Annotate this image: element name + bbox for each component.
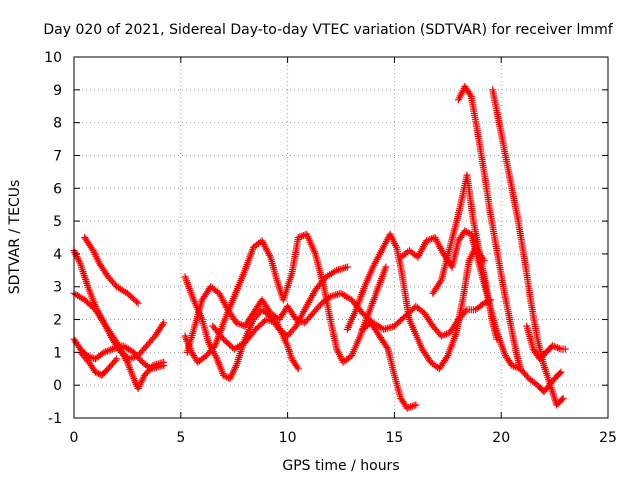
series-track-e: [76, 348, 121, 379]
series-markers: [76, 348, 121, 379]
series-track-o: [489, 86, 567, 409]
series-markers: [81, 234, 142, 307]
series-markers: [489, 86, 567, 409]
y-tick-label: 6: [53, 181, 62, 197]
x-tick-label: 25: [599, 430, 617, 446]
chart-title: Day 020 of 2021, Sidereal Day-to-day VTE…: [43, 22, 613, 38]
series-track-b: [81, 234, 142, 307]
y-axis-label: SDTVAR / TECUs: [7, 180, 23, 295]
series-markers: [429, 171, 501, 343]
series-markers: [181, 230, 390, 366]
series-markers: [343, 230, 488, 373]
data-layer: [70, 83, 569, 412]
series-track-m: [429, 171, 501, 343]
series-markers: [209, 316, 302, 373]
y-tick-label: 9: [53, 83, 62, 99]
y-tick-label: -1: [48, 411, 62, 427]
series-markers: [523, 322, 569, 363]
y-tick-label: 8: [53, 116, 62, 132]
x-tick-label: 20: [492, 430, 510, 446]
x-tick-label: 15: [385, 430, 403, 446]
x-tick-label: 5: [176, 430, 185, 446]
tick-layer: 0 5 10 15 20 25 -1 0 1 2 3 4 5 6 7 8 9 10: [44, 50, 617, 446]
series-track-j: [343, 230, 488, 373]
x-axis-label: GPS time / hours: [282, 458, 399, 474]
y-tick-label: 1: [53, 345, 62, 361]
plot-frame: [73, 56, 609, 419]
y-tick-label: 7: [53, 148, 62, 164]
y-tick-label: 3: [53, 280, 62, 296]
y-tick-label: 0: [53, 378, 62, 394]
series-markers: [358, 319, 420, 412]
series-track-p: [523, 322, 569, 363]
series-track-g: [181, 230, 390, 366]
x-tick-label: 0: [70, 430, 79, 446]
series-track-i: [209, 316, 302, 373]
y-tick-label: 5: [53, 214, 62, 230]
series-track-n: [455, 83, 524, 373]
series-track-k: [358, 319, 420, 412]
y-tick-label: 2: [53, 313, 62, 329]
x-tick-label: 10: [279, 430, 297, 446]
y-tick-label: 4: [53, 247, 62, 263]
y-tick-label: 10: [44, 50, 62, 66]
series-markers: [455, 83, 524, 373]
